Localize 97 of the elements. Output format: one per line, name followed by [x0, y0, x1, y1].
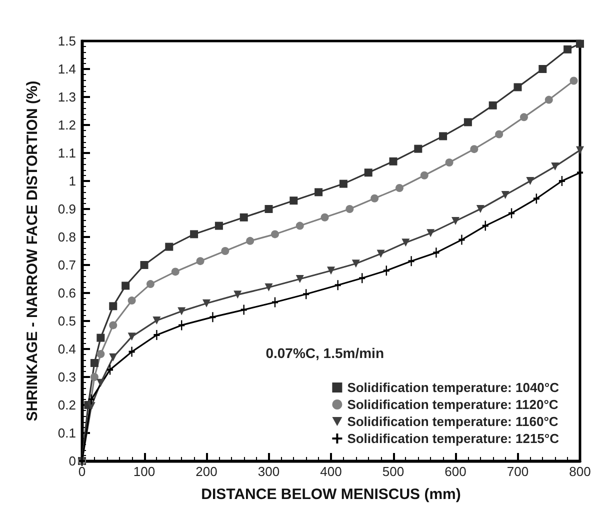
point — [501, 191, 510, 199]
point — [320, 213, 329, 222]
point — [221, 247, 230, 255]
point — [414, 144, 422, 153]
point — [464, 118, 472, 126]
x-tick-label: 200 — [196, 464, 218, 479]
x-tick-label: 500 — [382, 464, 404, 479]
point — [439, 132, 448, 140]
point — [296, 275, 304, 283]
y-tick-label: 0.5 — [58, 314, 76, 328]
point — [96, 378, 105, 387]
point — [234, 290, 242, 299]
point — [165, 242, 174, 251]
point — [270, 230, 279, 238]
x-tick-label: 100 — [133, 464, 156, 479]
legend-label: Solidification temperature: 1215°C — [347, 431, 560, 446]
point — [214, 222, 223, 230]
point — [146, 280, 154, 288]
y-tick-label: 0.3 — [58, 370, 76, 384]
y-tick-label: 1.5 — [58, 34, 76, 48]
y-tick-label: 1.4 — [58, 62, 76, 76]
point — [570, 76, 578, 85]
point — [376, 250, 385, 258]
y-tick-label: 0 — [68, 454, 76, 468]
point — [264, 283, 273, 292]
point — [395, 184, 404, 192]
point — [364, 168, 372, 177]
legend-title: 0.07%C, 1.5m/min — [266, 345, 384, 361]
point — [109, 302, 118, 310]
point — [264, 205, 273, 213]
y-tick-label: 0.4 — [58, 342, 76, 356]
point — [426, 229, 435, 238]
x-tick-label: 600 — [444, 464, 466, 479]
point — [314, 188, 323, 196]
y-tick-label: 1.3 — [58, 90, 76, 104]
point — [196, 257, 204, 266]
point — [370, 194, 379, 202]
point — [526, 177, 534, 185]
point — [544, 96, 553, 104]
y-tick-label: 1.2 — [58, 118, 76, 132]
point — [576, 40, 584, 48]
point — [109, 321, 118, 330]
y-tick-label: 1 — [68, 174, 76, 188]
point — [296, 222, 304, 230]
point — [495, 130, 504, 138]
x-tick-label: 400 — [320, 464, 342, 479]
x-tick-label: 800 — [569, 464, 591, 479]
point — [538, 65, 547, 73]
point — [420, 171, 428, 180]
point — [470, 145, 478, 154]
x-axis-title: DISTANCE BELOW MENISCUS (mm) — [201, 486, 461, 503]
point — [190, 230, 198, 238]
point — [152, 316, 161, 324]
x-tick-label: 0 — [78, 464, 86, 479]
point — [452, 217, 460, 226]
point — [290, 196, 298, 205]
point — [109, 353, 118, 362]
point — [551, 162, 560, 170]
y-tick-label: 0.1 — [58, 426, 76, 440]
point — [476, 205, 484, 213]
point — [90, 359, 98, 367]
point — [339, 180, 348, 188]
point — [576, 146, 584, 154]
y-tick-label: 0.6 — [58, 286, 76, 300]
y-tick-label: 0.8 — [58, 230, 76, 244]
y-tick-label: 1.1 — [58, 146, 76, 160]
point — [246, 236, 254, 245]
point — [240, 213, 248, 222]
x-tick-label: 700 — [506, 464, 529, 479]
legend-label: Solidification temperature: 1120°C — [347, 397, 559, 412]
y-tick-label: 0.9 — [58, 202, 76, 216]
y-axis-title: SHRINKAGE - NARROW FACE DISTORTION (%) — [24, 80, 41, 422]
point — [564, 45, 572, 54]
legend-label: Solidification temperature: 1040°C — [347, 380, 560, 395]
point — [346, 205, 354, 213]
point — [122, 282, 130, 290]
point — [327, 266, 335, 275]
point — [171, 268, 180, 276]
point — [402, 238, 410, 247]
y-tick-label: 0.2 — [58, 398, 76, 412]
point — [389, 157, 398, 166]
point — [140, 261, 148, 269]
point — [96, 350, 105, 358]
point — [90, 373, 98, 381]
point — [178, 307, 186, 316]
point — [445, 158, 454, 167]
point — [520, 113, 528, 122]
x-tick-label: 300 — [258, 464, 280, 479]
point — [514, 83, 522, 92]
point — [352, 260, 360, 268]
point — [202, 299, 210, 308]
point — [96, 334, 105, 342]
legend-label: Solidification temperature: 1160°C — [347, 414, 559, 429]
point — [128, 332, 136, 341]
point — [128, 296, 136, 305]
point — [488, 101, 497, 110]
y-tick-label: 0.7 — [58, 258, 76, 272]
